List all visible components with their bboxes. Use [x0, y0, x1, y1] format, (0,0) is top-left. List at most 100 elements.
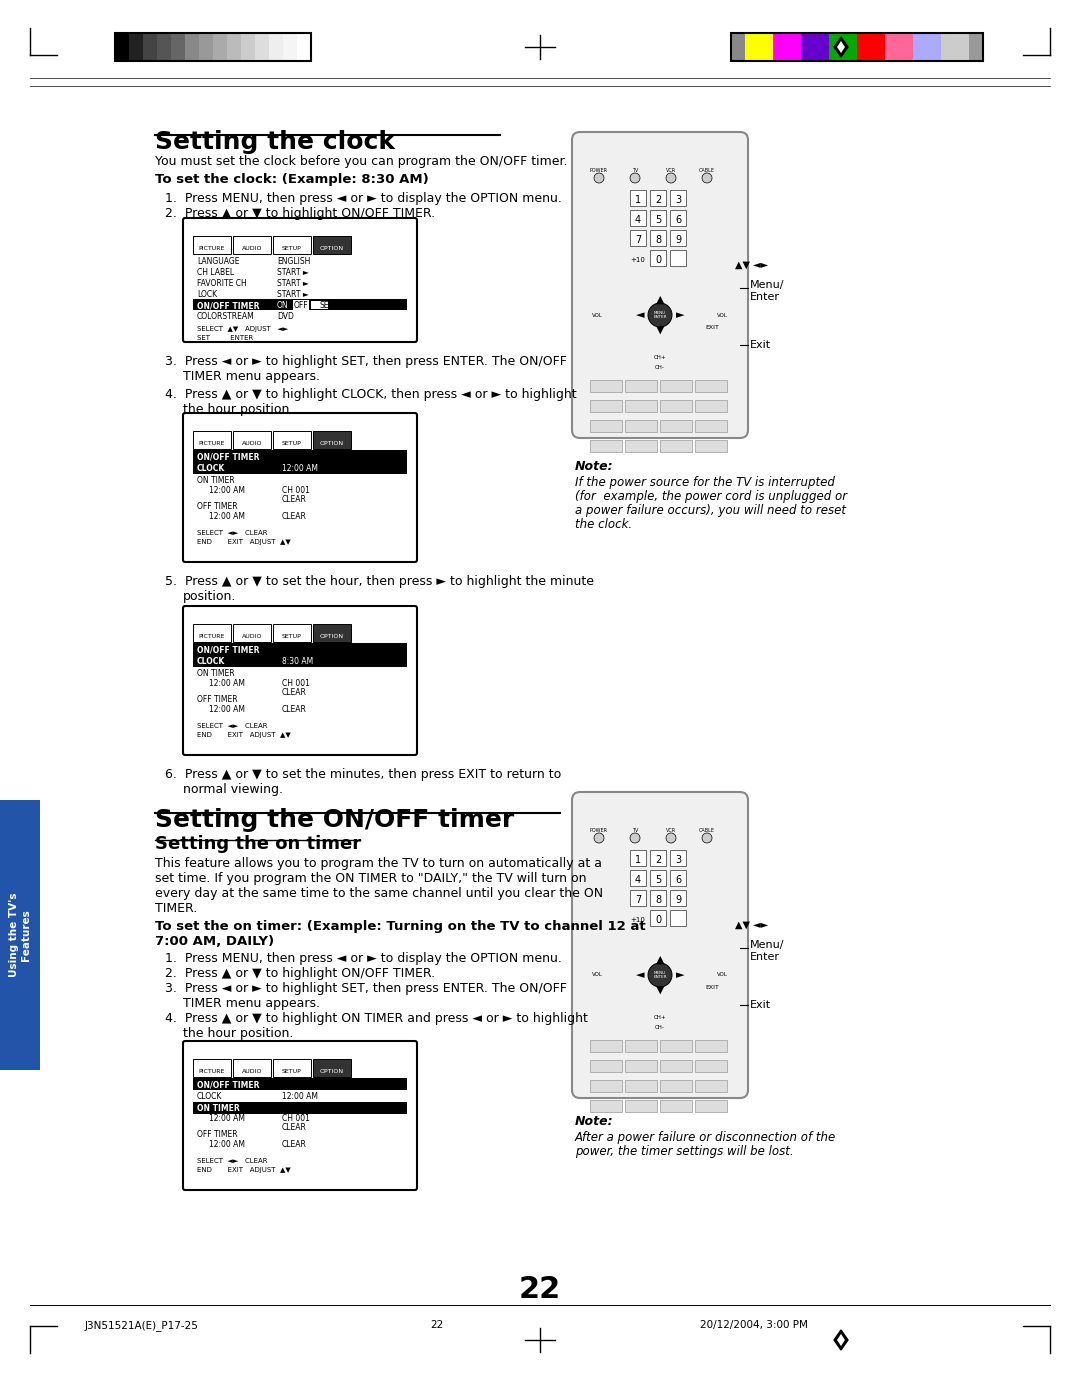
Text: COLORSTREAM: COLORSTREAM [197, 312, 255, 320]
Text: 3.  Press ◄ or ► to highlight SET, then press ENTER. The ON/OFF: 3. Press ◄ or ► to highlight SET, then p… [165, 355, 567, 367]
Bar [858, 33, 885, 61]
Bar [625, 1061, 657, 1072]
Bar [670, 191, 686, 206]
Text: AUDIO: AUDIO [242, 634, 262, 639]
Circle shape [702, 833, 712, 842]
Text: a power failure occurs), you will need to reset: a power failure occurs), you will need t… [575, 504, 846, 516]
Bar [233, 624, 271, 642]
Text: ►: ► [676, 309, 685, 320]
Bar [193, 450, 407, 463]
Text: ►: ► [676, 969, 685, 981]
Text: 12:00 AM: 12:00 AM [210, 486, 245, 494]
Bar [590, 1040, 622, 1052]
Bar [650, 870, 666, 887]
Text: TV: TV [632, 168, 638, 173]
Text: 9: 9 [675, 895, 681, 905]
Text: 4: 4 [635, 215, 642, 225]
Bar [114, 33, 129, 61]
Text: OPTION: OPTION [320, 1069, 345, 1074]
Text: ▲: ▲ [656, 296, 664, 305]
Bar [625, 441, 657, 452]
Bar [650, 250, 666, 267]
Text: MENU
ENTER: MENU ENTER [653, 971, 666, 979]
Bar [650, 889, 666, 906]
Bar [630, 210, 646, 226]
Bar [829, 33, 858, 61]
Text: 9: 9 [675, 235, 681, 244]
Text: 8: 8 [654, 235, 661, 244]
Polygon shape [837, 1334, 845, 1346]
Bar [193, 1059, 231, 1077]
Bar [660, 380, 692, 392]
Polygon shape [834, 1330, 848, 1351]
Text: CLEAR: CLEAR [282, 512, 307, 521]
Bar [670, 250, 686, 267]
Circle shape [648, 963, 672, 987]
Polygon shape [834, 37, 848, 57]
Text: ON/OFF TIMER: ON/OFF TIMER [197, 1080, 259, 1090]
Text: VOL: VOL [717, 312, 728, 318]
Text: 1: 1 [635, 855, 642, 865]
Text: AUDIO: AUDIO [242, 246, 262, 251]
Bar [660, 1101, 692, 1112]
Bar [625, 420, 657, 432]
Bar [696, 1040, 727, 1052]
Text: START ►: START ► [276, 279, 309, 289]
Bar [630, 889, 646, 906]
FancyBboxPatch shape [183, 606, 417, 755]
Text: CH 001: CH 001 [282, 679, 310, 688]
Text: ◄: ◄ [636, 309, 645, 320]
Text: normal viewing.: normal viewing. [183, 783, 283, 795]
Bar [969, 33, 983, 61]
Text: CLEAR: CLEAR [282, 1123, 307, 1132]
Bar [731, 33, 745, 61]
Bar [590, 1101, 622, 1112]
Text: 12:00 AM: 12:00 AM [210, 512, 245, 521]
Text: 0: 0 [654, 916, 661, 925]
Bar [625, 1080, 657, 1092]
Bar [193, 431, 231, 449]
Text: 12:00 AM: 12:00 AM [282, 1092, 318, 1101]
Bar [660, 400, 692, 412]
Text: 5.  Press ▲ or ▼ to set the hour, then press ► to highlight the minute: 5. Press ▲ or ▼ to set the hour, then pr… [165, 574, 594, 588]
Text: J3N51521A(E)_P17-25: J3N51521A(E)_P17-25 [85, 1320, 199, 1331]
Bar [129, 33, 143, 61]
Bar [193, 644, 407, 655]
Bar [114, 33, 311, 61]
Text: DVD: DVD [276, 312, 294, 320]
Text: ON/OFF TIMER: ON/OFF TIMER [197, 645, 259, 655]
Bar [670, 910, 686, 927]
Text: To set the on timer: (Example: Turning on the TV to channel 12 at: To set the on timer: (Example: Turning o… [156, 920, 646, 934]
Text: FAVORITE CH: FAVORITE CH [197, 279, 246, 289]
Text: VCR: VCR [666, 829, 676, 833]
FancyBboxPatch shape [183, 1041, 417, 1190]
Bar [199, 33, 213, 61]
Text: VOL: VOL [592, 312, 603, 318]
Text: SELECT  ◄►   CLEAR: SELECT ◄► CLEAR [197, 530, 268, 536]
Text: START ►: START ► [276, 290, 309, 300]
Text: CH LABEL: CH LABEL [197, 268, 234, 278]
Bar [171, 33, 185, 61]
Text: set time. If you program the ON TIMER to "DAILY," the TV will turn on: set time. If you program the ON TIMER to… [156, 871, 586, 885]
Text: OFF: OFF [294, 301, 309, 309]
Bar [193, 624, 231, 642]
Text: 8: 8 [654, 895, 661, 905]
Text: 6.  Press ▲ or ▼ to set the minutes, then press EXIT to return to: 6. Press ▲ or ▼ to set the minutes, then… [165, 768, 562, 782]
Text: Setting the ON/OFF timer: Setting the ON/OFF timer [156, 808, 514, 831]
Text: ON/OFF TIMER: ON/OFF TIMER [197, 452, 259, 461]
Bar [273, 431, 311, 449]
Text: TV: TV [632, 829, 638, 833]
Text: TIMER menu appears.: TIMER menu appears. [183, 370, 320, 383]
Text: CLEAR: CLEAR [282, 494, 307, 504]
Text: Using the TV's
Features: Using the TV's Features [10, 892, 31, 978]
Text: Menu/
Enter: Menu/ Enter [750, 280, 784, 301]
Text: power, the timer settings will be lost.: power, the timer settings will be lost. [575, 1145, 794, 1159]
Text: 0: 0 [654, 255, 661, 265]
Text: SETUP: SETUP [282, 246, 302, 251]
Text: CLEAR: CLEAR [282, 688, 307, 697]
Text: 7:00 AM, DAILY): 7:00 AM, DAILY) [156, 935, 274, 947]
Text: ON: ON [276, 301, 288, 309]
Text: position.: position. [183, 590, 237, 603]
Text: ENGLISH: ENGLISH [276, 257, 310, 267]
Bar [193, 1079, 407, 1090]
